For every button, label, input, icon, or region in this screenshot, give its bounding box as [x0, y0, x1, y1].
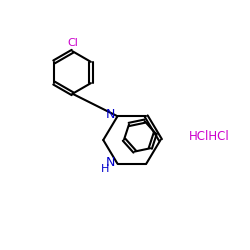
Text: N: N: [106, 108, 115, 122]
Text: HClHCl: HClHCl: [189, 130, 230, 143]
Text: Cl: Cl: [67, 38, 78, 48]
Text: H: H: [101, 164, 110, 174]
Text: N: N: [106, 156, 115, 169]
